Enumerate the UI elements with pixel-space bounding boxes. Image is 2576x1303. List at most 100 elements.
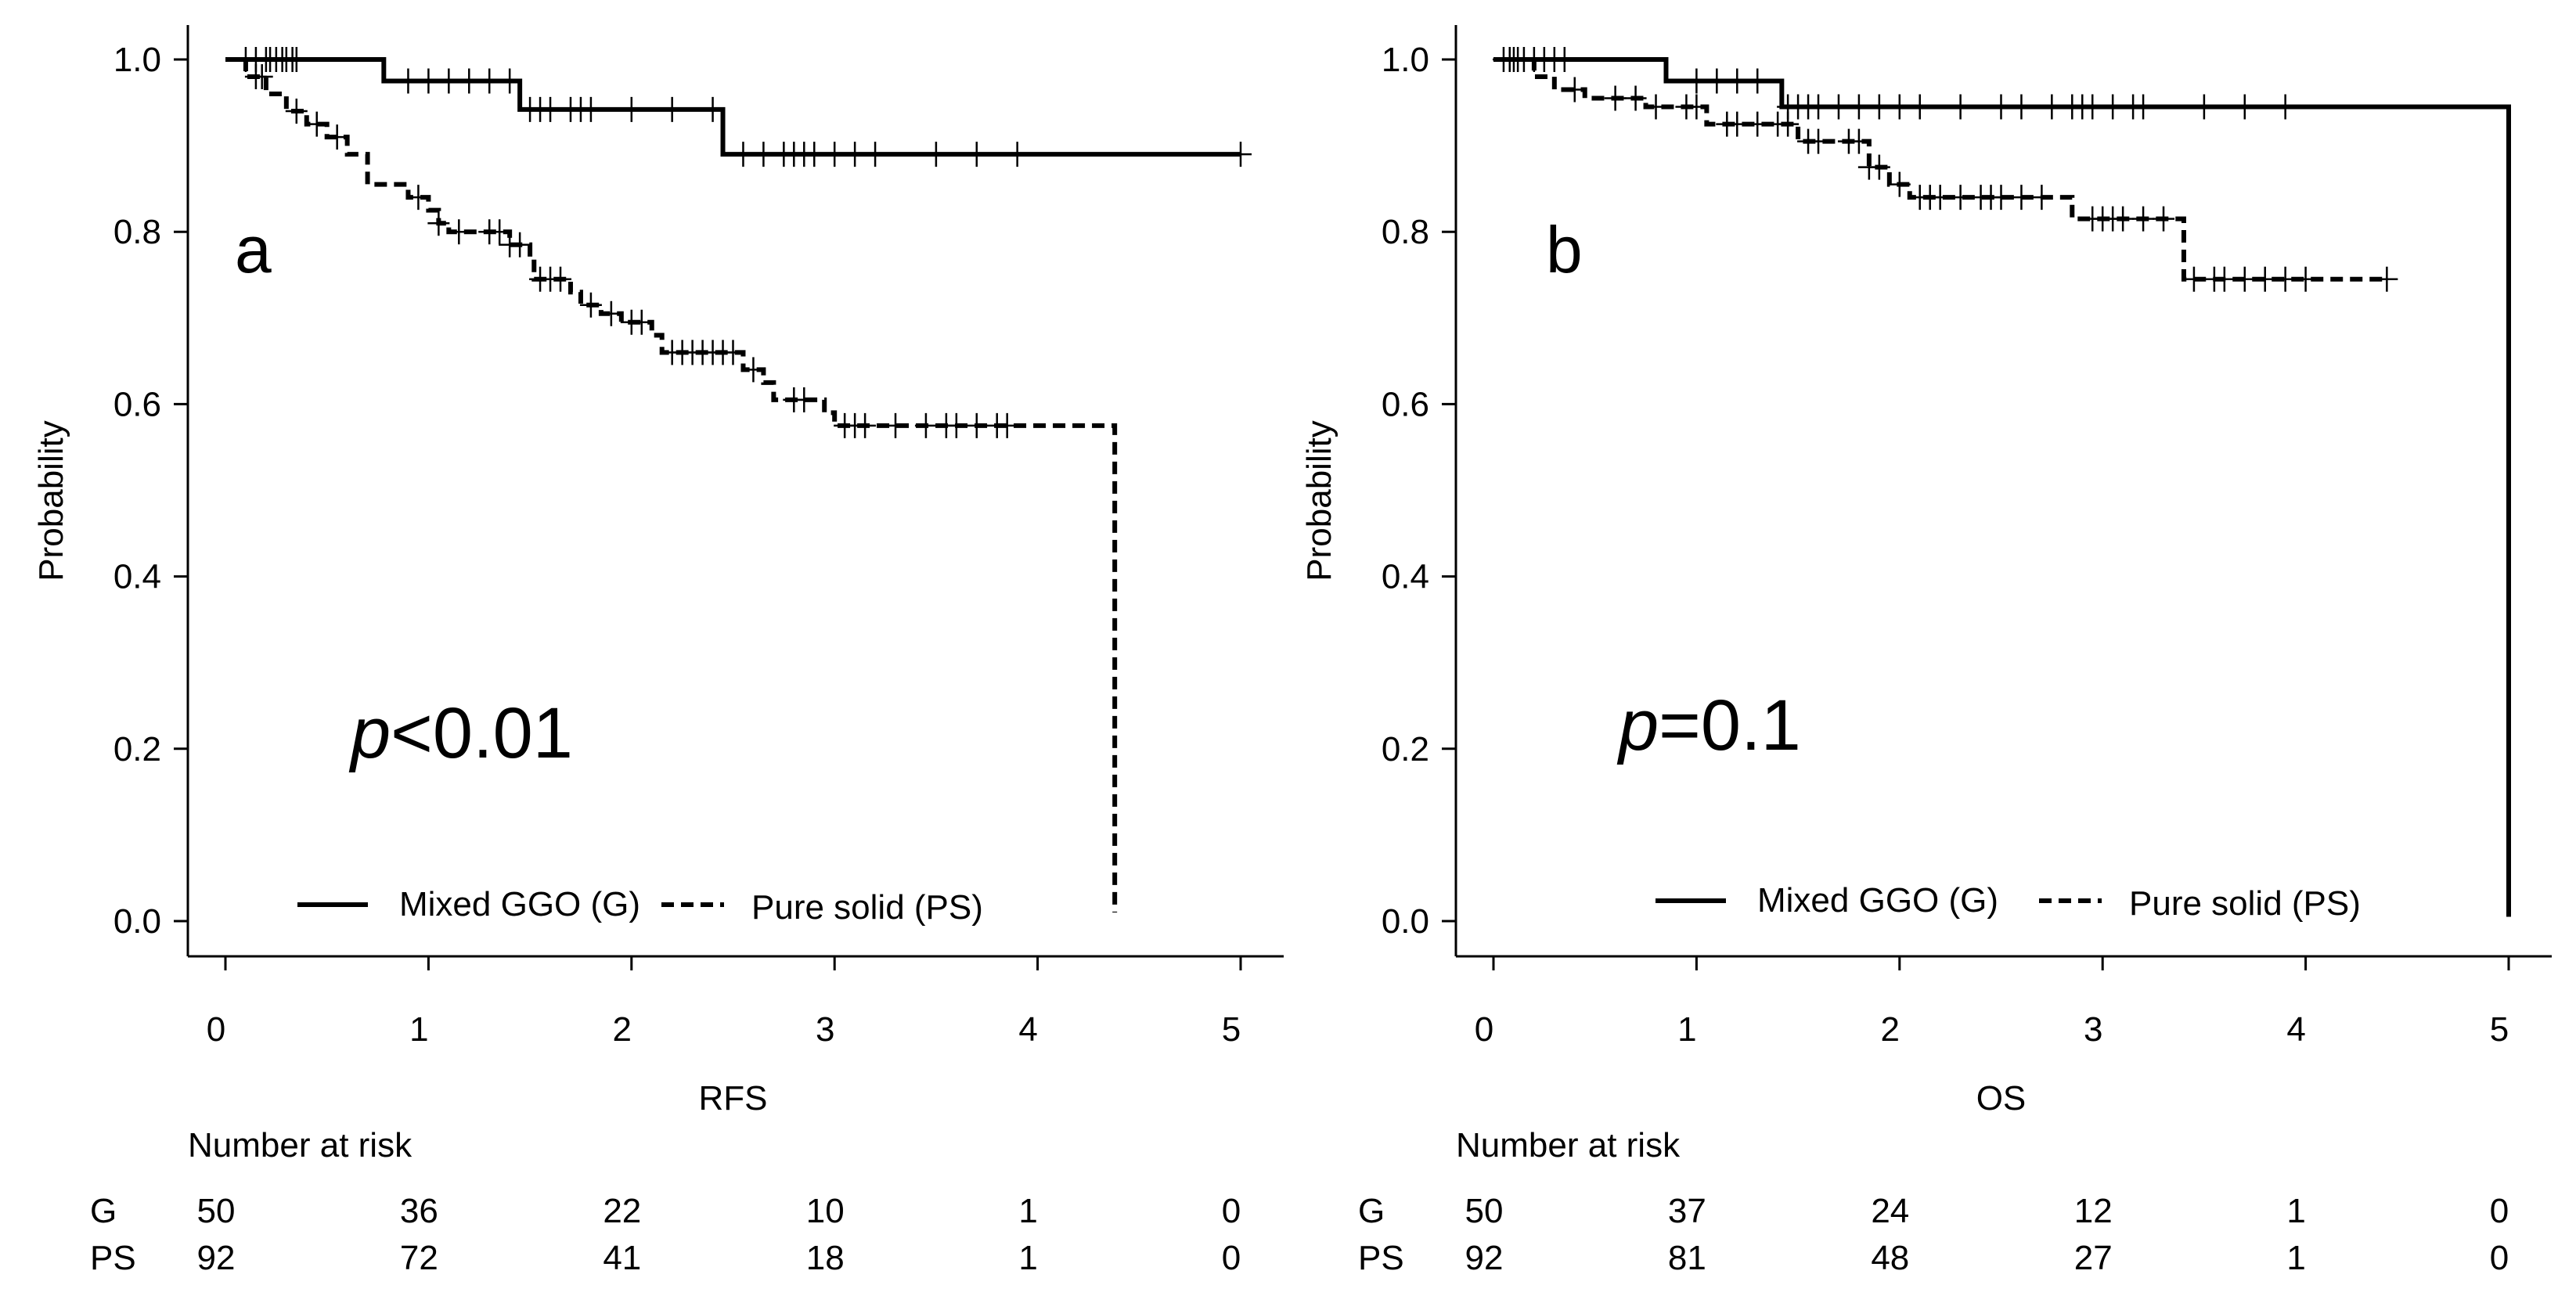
censor-mark xyxy=(2376,266,2398,292)
censor-mark xyxy=(1777,111,1800,137)
censor-mark xyxy=(630,309,653,335)
x-tick-label: 2 xyxy=(1881,1010,1900,1049)
censor-mark xyxy=(1949,94,1972,120)
censor-mark xyxy=(2294,266,2317,292)
risk-value: 81 xyxy=(1668,1239,1706,1277)
censor-mark xyxy=(1645,94,1667,120)
censor-mark xyxy=(884,412,907,438)
censor-mark xyxy=(2153,206,2175,232)
risk-value: 0 xyxy=(2490,1239,2509,1277)
censor-mark xyxy=(499,68,521,94)
risk-value: 41 xyxy=(603,1239,641,1277)
risk-value: 24 xyxy=(1871,1192,1909,1230)
censor-mark xyxy=(1624,85,1647,111)
censor-mark xyxy=(1807,94,1830,120)
survival-curve-g xyxy=(1493,57,2511,917)
censor-mark xyxy=(1847,94,1870,120)
censor-mark xyxy=(2102,94,2124,120)
y-tick-label: 0.8 xyxy=(113,213,161,251)
censor-mark xyxy=(1746,111,1769,137)
p-value-symbol: p xyxy=(348,693,391,773)
censor-mark xyxy=(1502,47,1525,72)
censor-mark xyxy=(1230,142,1252,167)
p-value-text: <0.01 xyxy=(391,693,573,773)
censor-mark xyxy=(803,142,826,167)
y-tick-label: 0.2 xyxy=(113,730,161,768)
x-axis-title: RFS xyxy=(699,1079,768,1118)
censor-mark xyxy=(549,266,572,292)
x-tick-label: 1 xyxy=(409,1010,428,1049)
risk-value: 50 xyxy=(197,1192,236,1230)
censor-mark xyxy=(965,412,988,438)
censor-mark xyxy=(2213,266,2236,292)
censor-mark xyxy=(417,68,440,94)
p-value-label: p=0.1 xyxy=(1616,686,1801,765)
censor-mark xyxy=(579,96,602,122)
censor-mark xyxy=(1888,171,1911,197)
censor-mark xyxy=(579,292,602,318)
risk-value: 48 xyxy=(1871,1239,1909,1277)
risk-value: 0 xyxy=(1222,1239,1241,1277)
risk-value: 1 xyxy=(2286,1192,2305,1230)
censor-mark xyxy=(742,357,765,383)
censor-mark xyxy=(285,47,308,72)
censor-mark xyxy=(2192,94,2215,120)
x-tick-label: 4 xyxy=(1018,1010,1037,1049)
risk-row-label: PS xyxy=(1358,1239,1404,1277)
censor-mark xyxy=(924,142,947,167)
censor-mark xyxy=(1006,142,1029,167)
risk-value: 1 xyxy=(1018,1239,1037,1277)
censor-mark xyxy=(620,96,643,122)
censor-mark xyxy=(407,185,430,211)
censor-mark xyxy=(600,301,622,326)
panel-letter: b xyxy=(1546,213,1583,286)
censor-mark xyxy=(1706,68,1728,94)
censor-mark xyxy=(2182,266,2205,292)
x-axis-title: OS xyxy=(1976,1079,2027,1118)
risk-table-title: Number at risk xyxy=(188,1126,413,1164)
censor-mark xyxy=(2132,206,2155,232)
censor-mark xyxy=(397,68,420,94)
censor-mark xyxy=(1604,85,1627,111)
censor-mark xyxy=(458,68,481,94)
y-tick-label: 0.2 xyxy=(1382,730,1429,768)
y-tick-label: 0.6 xyxy=(1382,385,1429,423)
censor-mark xyxy=(1868,94,1890,120)
censor-mark xyxy=(844,142,866,167)
risk-value: 0 xyxy=(1222,1192,1241,1230)
censor-mark xyxy=(285,99,308,124)
censor-mark xyxy=(914,412,937,438)
censor-mark xyxy=(1563,77,1586,103)
x-tick-label: 0 xyxy=(1475,1010,1493,1049)
risk-value: 92 xyxy=(1465,1239,1504,1277)
censor-mark xyxy=(1888,94,1911,120)
censor-mark xyxy=(2274,266,2297,292)
x-tick-label: 0 xyxy=(207,1010,225,1049)
risk-row-label: G xyxy=(1358,1192,1385,1230)
x-tick-label: 5 xyxy=(2490,1010,2509,1049)
censor-mark xyxy=(427,211,450,236)
censor-mark xyxy=(2132,94,2155,120)
censor-mark xyxy=(701,96,724,122)
censor-mark xyxy=(305,111,328,137)
risk-value: 10 xyxy=(806,1192,845,1230)
censor-mark xyxy=(1726,68,1749,94)
y-tick-label: 0.8 xyxy=(1382,213,1429,251)
y-tick-label: 0.0 xyxy=(1382,902,1429,941)
censor-mark xyxy=(965,142,988,167)
risk-value: 18 xyxy=(806,1239,845,1277)
x-tick-label: 4 xyxy=(2286,1010,2305,1049)
censor-mark xyxy=(1726,111,1749,137)
censor-mark xyxy=(854,412,877,438)
censor-mark xyxy=(1949,185,1972,211)
censor-mark xyxy=(2233,94,2256,120)
x-tick-label: 3 xyxy=(816,1010,834,1049)
censor-mark xyxy=(448,219,470,245)
survival-curve-ps xyxy=(225,57,1118,912)
risk-value: 72 xyxy=(400,1239,438,1277)
risk-value: 1 xyxy=(2286,1239,2305,1277)
censor-mark xyxy=(250,64,273,90)
risk-table-title: Number at risk xyxy=(1456,1126,1681,1164)
censor-mark xyxy=(661,96,683,122)
risk-value: 27 xyxy=(2074,1239,2113,1277)
